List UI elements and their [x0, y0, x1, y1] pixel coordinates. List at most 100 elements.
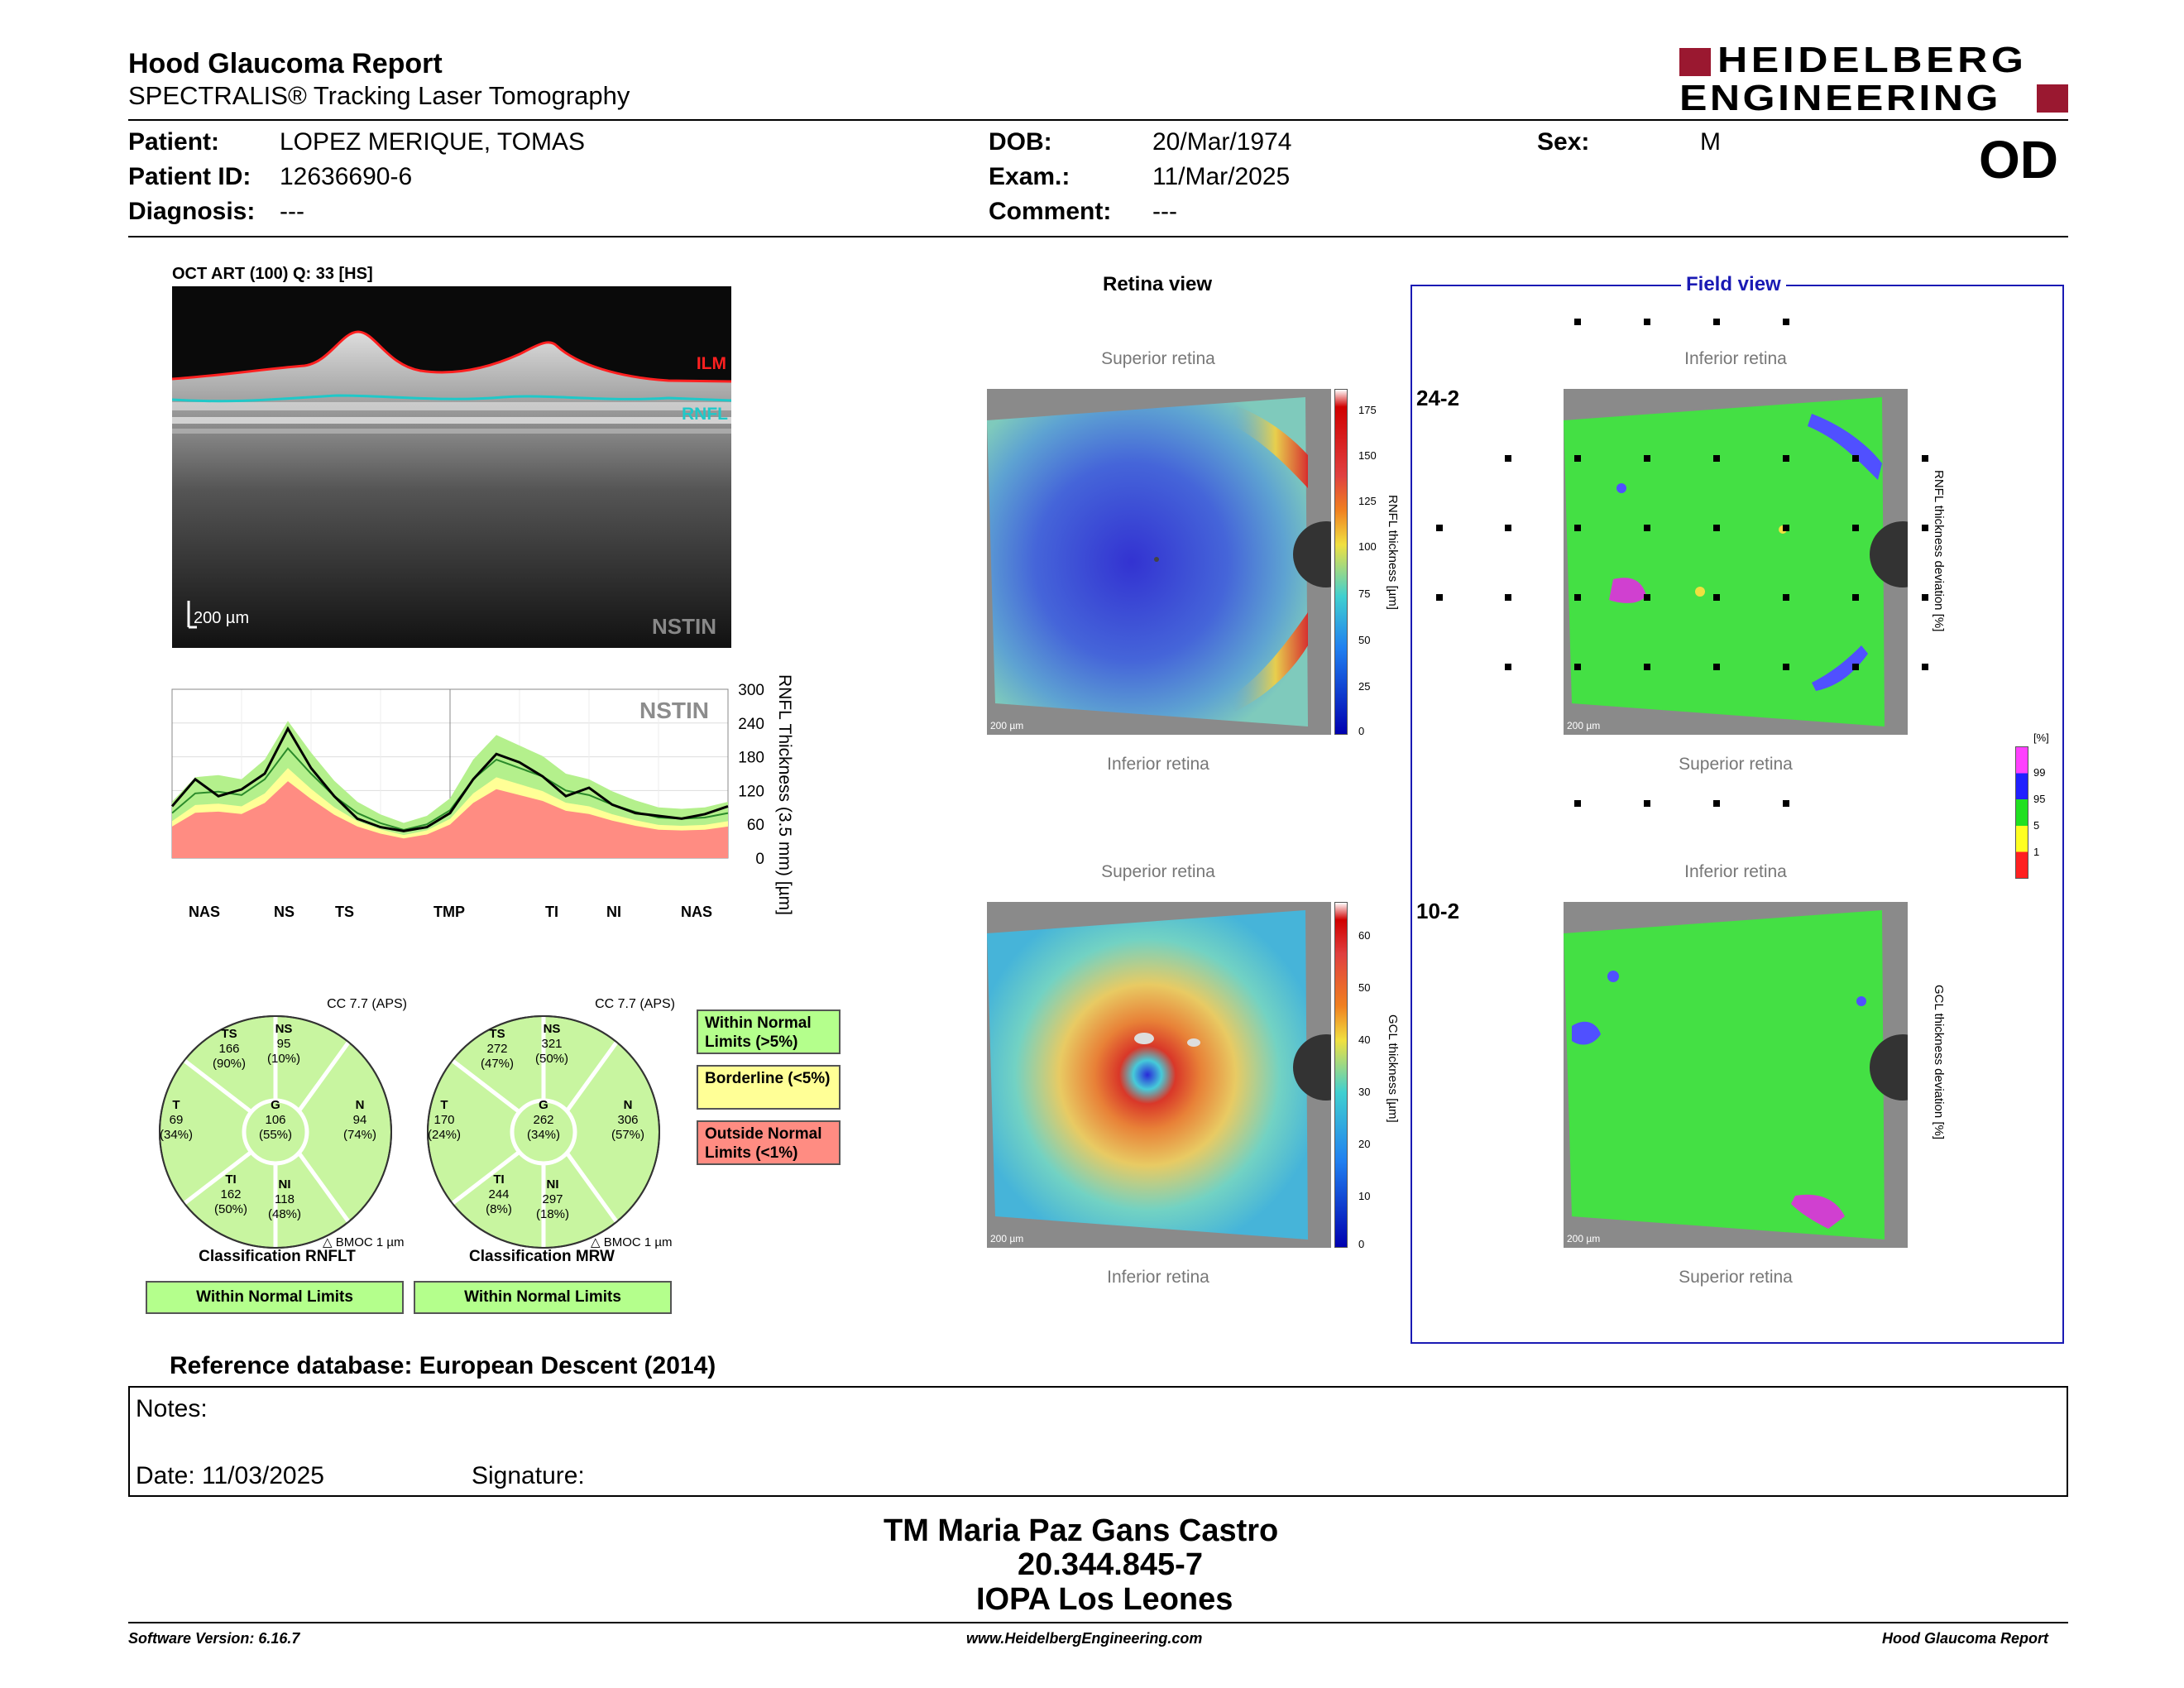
gcl-tick: 10: [1358, 1190, 1371, 1202]
vf-test-point: [1644, 455, 1650, 462]
rnflt-bmoc: △ BMOC 1 µm: [323, 1235, 405, 1249]
gcl-deviation-map: 200 µm: [1564, 902, 1908, 1248]
mrw-ns: NS 321 (50%): [534, 1022, 568, 1066]
rnflt-classification-title: Classification RNFLT: [199, 1248, 356, 1265]
retina-inferior-1: Inferior retina: [1107, 755, 1209, 774]
gcl-color-bar-label: GCL thickness [µm]: [1386, 1014, 1400, 1123]
legend-within-normal: Within Normal Limits (>5%): [697, 1009, 841, 1054]
rnflt-ts: TS 166 (90%): [212, 1027, 246, 1071]
vf-test-point: [1505, 664, 1511, 670]
notes-label: Notes:: [136, 1395, 208, 1422]
mrw-bmoc: △ BMOC 1 µm: [591, 1235, 673, 1249]
profile-y-tick: 300: [738, 682, 764, 699]
signature-place: IOPA Los Leones: [976, 1582, 1233, 1617]
rnflt-sector-pie: CC 7.7 (APS) TS 166 (90%) NS 95 (10%) T 69 (34…: [156, 997, 407, 1270]
comment-label: Comment:: [989, 198, 1112, 225]
rnflt-n: N 94 (74%): [342, 1098, 376, 1142]
field-inferior-2: Inferior retina: [1684, 862, 1787, 881]
retina-view-title: Retina view: [1103, 273, 1213, 295]
vf-test-point: [1922, 455, 1928, 462]
sector-ns: NS: [274, 904, 295, 920]
retina-superior-2: Superior retina: [1101, 862, 1215, 881]
field-24-2-label: 24-2: [1416, 386, 1460, 410]
sector-ts: TS: [335, 904, 355, 920]
rnfl-label: RNFL: [682, 405, 728, 424]
vf-test-point: [1644, 319, 1650, 325]
vf-test-point: [1574, 525, 1581, 531]
rnfl-map-scale: 200 µm: [990, 720, 1024, 731]
gcl-tick: 20: [1358, 1138, 1371, 1150]
report-title: Hood Glaucoma Report: [128, 48, 443, 79]
dob-label: DOB:: [989, 128, 1052, 156]
logo-square-bottom: [2037, 84, 2068, 113]
eye-indicator: OD: [1979, 130, 2058, 189]
vf-test-point: [1574, 455, 1581, 462]
brand-line2: ENGINEERING: [1679, 78, 2001, 118]
gcl-tick: 50: [1358, 981, 1371, 994]
dev-tick: 95: [2033, 793, 2046, 805]
notes-date: Date: 11/03/2025: [136, 1462, 324, 1489]
rnfl-tick: 175: [1358, 404, 1377, 416]
vf-test-point: [1644, 594, 1650, 601]
field-superior-2: Superior retina: [1679, 1268, 1793, 1287]
rnflt-classification-result: Within Normal Limits: [146, 1281, 404, 1314]
vf-test-point: [1574, 594, 1581, 601]
vf-test-point: [1783, 525, 1789, 531]
profile-y-tick: 240: [738, 716, 764, 733]
rnfl-tick: 125: [1358, 495, 1377, 507]
patient-label: Patient:: [128, 128, 220, 156]
mrw-n: N 306 (57%): [611, 1098, 644, 1142]
profile-measured-line: [170, 726, 729, 832]
vf-test-point: [1574, 319, 1581, 325]
retina-superior-1: Superior retina: [1101, 349, 1215, 368]
patient-name: LOPEZ MERIQUE, TOMAS: [280, 128, 585, 156]
rnfl-color-bar: [1334, 389, 1348, 735]
sector-ni: NI: [606, 904, 621, 920]
field-inferior-1: Inferior retina: [1684, 349, 1787, 368]
gcl-tick: 30: [1358, 1086, 1371, 1098]
vf-test-point: [1783, 800, 1789, 807]
legend-borderline: Borderline (<5%): [697, 1065, 841, 1110]
diagnosis-value: ---: [280, 198, 304, 225]
deviation-color-bar: [2015, 746, 2028, 879]
vf-test-point: [1922, 525, 1928, 531]
gcl-dev-map-scale: 200 µm: [1567, 1233, 1601, 1244]
sex-label: Sex:: [1537, 128, 1590, 156]
rnfl-tick: 75: [1358, 587, 1371, 600]
mrw-t: T 170 (24%): [427, 1098, 461, 1142]
vf-test-point: [1783, 319, 1789, 325]
rnflt-g: G 106 (55%): [258, 1098, 292, 1142]
vf-test-point: [1783, 455, 1789, 462]
footer-software-version: Software Version: 6.16.7: [128, 1630, 300, 1647]
patient-id-label: Patient ID:: [128, 163, 251, 190]
rnfl-tick: 100: [1358, 540, 1377, 553]
notes-signature-label: Signature:: [472, 1462, 585, 1489]
dev-tick: 99: [2033, 766, 2046, 779]
vf-test-point: [1644, 664, 1650, 670]
footer-report-name: Hood Glaucoma Report: [1882, 1630, 2049, 1647]
rnflt-ti: TI 162 (50%): [213, 1172, 247, 1216]
vf-test-point: [1713, 525, 1720, 531]
dev-tick: 1: [2033, 846, 2040, 858]
profile-y-axis-label: RNFL Thickness (3.5 mm) [µm]: [775, 674, 794, 915]
footer-website[interactable]: www.HeidelbergEngineering.com: [966, 1630, 1203, 1647]
exam-label: Exam.:: [989, 163, 1070, 190]
vf-test-point: [1505, 525, 1511, 531]
vf-test-point: [1574, 664, 1581, 670]
retina-inferior-2: Inferior retina: [1107, 1268, 1209, 1287]
vf-test-point: [1505, 455, 1511, 462]
mrw-ni: NI 297 (18%): [535, 1177, 569, 1221]
patient-id: 12636690-6: [280, 163, 413, 190]
field-view-title: Field view: [1681, 273, 1786, 296]
notes-box: [128, 1386, 2068, 1497]
vf-test-point: [1852, 594, 1859, 601]
mrw-ts: TS 272 (47%): [480, 1027, 514, 1071]
rnflt-cc-label: CC 7.7 (APS): [327, 997, 407, 1011]
mrw-ti: TI 244 (8%): [486, 1172, 512, 1216]
profile-y-tick: 0: [755, 851, 764, 868]
sector-ti: TI: [545, 904, 558, 920]
vf-test-point: [1783, 594, 1789, 601]
profile-y-tick: 60: [747, 817, 764, 834]
rnfl-color-bar-label: RNFL thickness [µm]: [1386, 495, 1400, 610]
rnflt-t: T 69 (34%): [159, 1098, 193, 1142]
